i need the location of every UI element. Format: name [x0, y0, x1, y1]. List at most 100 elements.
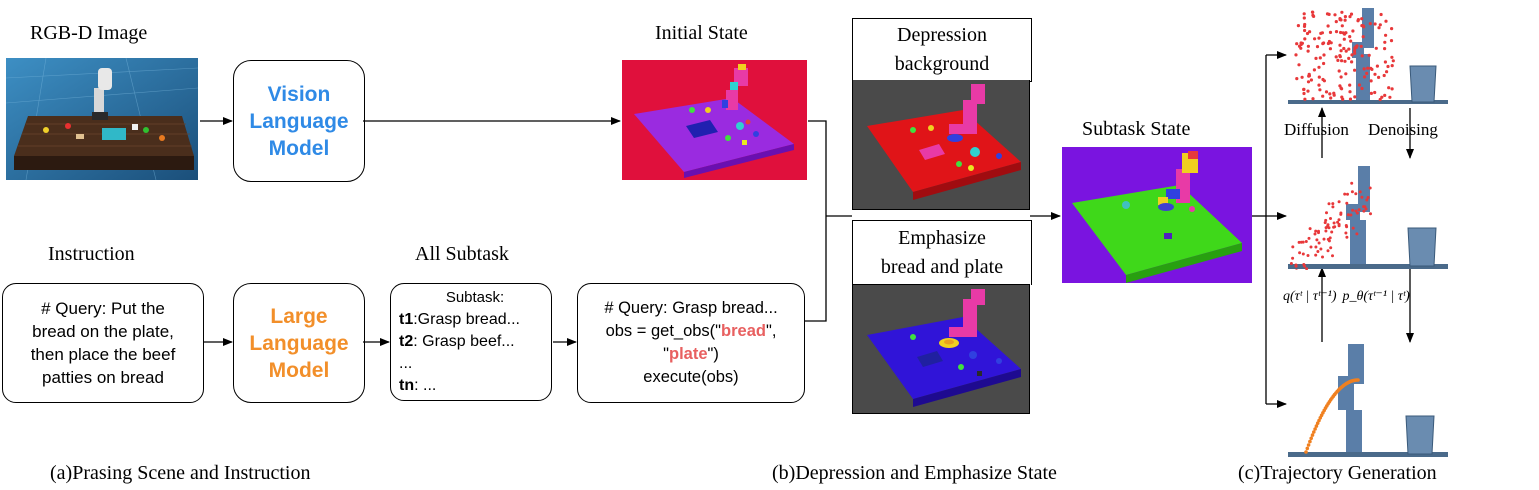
point-cloud-dot: [1310, 433, 1315, 437]
final-trajectory-points: [1304, 378, 1360, 454]
all-subtask-title: All Subtask: [415, 243, 509, 265]
trajectory-noisy-image: [1288, 4, 1448, 104]
query-code-box: # Query: Grasp bread... obs = get_obs("b…: [577, 283, 805, 403]
subtask-text: :Grasp bread...: [413, 311, 520, 328]
point-cloud-dot: [1359, 44, 1363, 49]
point-cloud-dot: [1348, 97, 1353, 101]
point-cloud-dot: [1353, 95, 1357, 99]
point-cloud-dot: [1291, 256, 1295, 260]
point-cloud-dot: [1360, 17, 1364, 21]
point-cloud-dot: [1386, 64, 1390, 69]
point-cloud-dot: [1378, 23, 1382, 27]
point-cloud-dot: [1368, 186, 1372, 190]
point-cloud-dot: [1329, 96, 1333, 100]
point-cloud-dot: [1315, 238, 1319, 242]
point-cloud-dot: [1373, 90, 1377, 95]
caption-b: (b)Depression and Emphasize State: [772, 462, 1057, 484]
point-cloud-dot: [1327, 39, 1331, 44]
point-cloud-dot: [1319, 31, 1323, 35]
point-cloud-dot: [1311, 13, 1315, 17]
point-cloud-dot: [1337, 200, 1341, 204]
point-cloud-dot: [1346, 192, 1349, 196]
point-cloud-dot: [1314, 229, 1318, 233]
point-cloud-dot: [1302, 91, 1306, 96]
point-cloud-dot: [1328, 47, 1332, 51]
query-line1: # Query: Grasp bread...: [604, 299, 778, 317]
point-cloud-dot: [1300, 75, 1304, 79]
point-cloud-dot: [1379, 12, 1383, 17]
point-cloud-dot: [1306, 49, 1310, 53]
point-cloud-dot: [1342, 37, 1346, 41]
point-cloud-dot: [1314, 424, 1319, 428]
point-cloud-dot: [1297, 44, 1302, 48]
point-cloud-dot: [1312, 68, 1316, 72]
point-cloud-dot: [1329, 246, 1333, 250]
point-cloud-dot: [1303, 28, 1307, 33]
point-cloud-dot: [1318, 88, 1322, 92]
point-cloud-dot: [1350, 181, 1354, 185]
point-cloud-dot: [1346, 213, 1350, 217]
instruction-line: # Query: Put the: [41, 299, 165, 318]
arrow-query-to-merge: [805, 216, 827, 322]
point-cloud-dot: [1355, 44, 1359, 48]
point-cloud-dot: [1308, 439, 1312, 444]
point-cloud-dot: [1390, 64, 1394, 68]
point-cloud-dot: [1309, 78, 1313, 82]
point-cloud-dot: [1302, 12, 1306, 16]
point-cloud-dot: [1326, 224, 1330, 228]
point-cloud-dot: [1308, 30, 1312, 34]
arrow-initial-to-merge: [808, 120, 827, 216]
point-cloud-dot: [1343, 15, 1347, 19]
point-cloud-dot: [1354, 192, 1358, 196]
point-cloud-dot: [1350, 53, 1354, 57]
emphasize-label-line2: bread and plate: [880, 256, 1004, 278]
point-cloud-dot: [1343, 192, 1347, 196]
point-cloud-dot: [1303, 37, 1307, 41]
point-cloud-dot: [1380, 95, 1384, 99]
point-cloud-dot: [1366, 66, 1370, 70]
point-cloud-dot: [1328, 92, 1332, 96]
point-cloud-dot: [1326, 249, 1330, 253]
point-cloud-dot: [1391, 59, 1395, 63]
query-line3: "plate"): [663, 343, 719, 366]
point-cloud-dot: [1351, 29, 1355, 33]
emphasize-label-line1: Emphasize: [898, 227, 986, 249]
point-cloud-dot: [1333, 13, 1337, 17]
point-cloud-dot: [1331, 205, 1335, 209]
point-cloud-dot: [1354, 209, 1358, 213]
instruction-line: patties on bread: [42, 368, 164, 387]
instruction-line: then place the beef: [30, 345, 176, 364]
point-cloud-dot: [1323, 221, 1327, 225]
trajectory-final-image: [1288, 340, 1448, 458]
point-cloud-dot: [1344, 224, 1348, 227]
point-cloud-dot: [1362, 25, 1366, 29]
point-cloud-dot: [1344, 231, 1348, 235]
point-cloud-dot: [1312, 430, 1316, 434]
subtask-list-box: Subtask: t1:Grasp bread... t2: Grasp bee…: [390, 283, 552, 401]
point-cloud-dot: [1313, 232, 1317, 236]
point-cloud-dot: [1319, 247, 1323, 251]
point-cloud-dot: [1305, 31, 1310, 36]
point-cloud-dot: [1322, 41, 1326, 45]
point-cloud-dot: [1315, 45, 1320, 49]
point-cloud-dot: [1340, 10, 1344, 14]
point-cloud-dot: [1384, 33, 1388, 37]
point-cloud-dot: [1302, 87, 1306, 92]
point-cloud-dot: [1375, 64, 1379, 68]
vision-language-model-box: Vision Language Model: [233, 60, 365, 182]
point-cloud-dot: [1355, 232, 1359, 236]
point-cloud-dot: [1314, 56, 1318, 61]
point-cloud-dot: [1339, 212, 1343, 216]
point-cloud-dot: [1369, 66, 1373, 70]
point-cloud-dot: [1317, 231, 1320, 235]
point-cloud-dot: [1314, 245, 1318, 249]
point-cloud-dot: [1355, 211, 1359, 215]
query-line4: execute(obs): [643, 368, 739, 386]
point-cloud-dot: [1309, 245, 1313, 249]
point-cloud-dot: [1344, 72, 1348, 76]
point-cloud-dot: [1332, 221, 1336, 225]
point-cloud-dot: [1324, 90, 1329, 94]
point-cloud-dot: [1328, 30, 1333, 34]
point-cloud-dot: [1339, 49, 1343, 53]
point-cloud-dot: [1317, 75, 1321, 79]
